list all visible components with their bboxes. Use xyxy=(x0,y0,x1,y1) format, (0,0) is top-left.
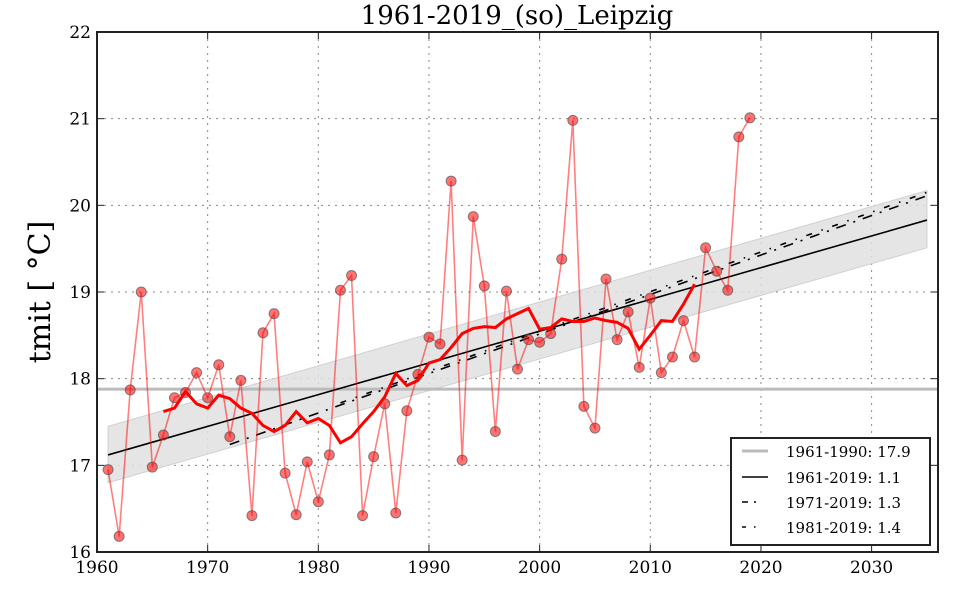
x-tick-label: 1990 xyxy=(407,558,450,578)
x-tick-label: 1970 xyxy=(186,558,229,578)
x-tick-label: 2030 xyxy=(850,558,893,578)
data-point xyxy=(257,327,269,339)
legend: 1961-1990: 17.9 1961-2019: 1.1 1971-2019… xyxy=(730,437,931,546)
data-point xyxy=(534,336,546,348)
y-tick-label: 22 xyxy=(69,23,91,43)
data-point xyxy=(202,392,214,404)
data-point xyxy=(633,361,645,373)
y-tick-label: 18 xyxy=(69,370,91,390)
data-point xyxy=(700,242,712,254)
data-point xyxy=(666,351,678,363)
data-point xyxy=(390,507,402,519)
data-point xyxy=(689,351,701,363)
data-point xyxy=(489,426,501,438)
x-tick-label: 2020 xyxy=(739,558,782,578)
data-point xyxy=(124,384,136,396)
x-ticks: 1960 1970 1980 1990 2000 2010 2020 2030 xyxy=(75,32,893,578)
y-tick-label: 20 xyxy=(69,196,91,216)
confidence-band-area xyxy=(107,189,928,484)
data-point xyxy=(135,286,147,298)
data-point xyxy=(478,280,490,292)
data-point xyxy=(622,306,634,318)
chart-title: 1961-2019_(so)_Leipzig xyxy=(361,1,674,31)
data-point xyxy=(556,253,568,265)
y-tick-label: 19 xyxy=(69,283,91,303)
data-point xyxy=(357,510,369,522)
data-point xyxy=(213,359,225,371)
running-mean-series xyxy=(162,283,696,445)
y-axis-label: tmit [ °C] xyxy=(23,221,58,364)
legend-label-dashed: 1971-2019: 1.3 xyxy=(786,494,901,512)
data-point xyxy=(323,449,335,461)
data-point xyxy=(500,285,512,297)
data-point xyxy=(246,510,258,522)
data-point xyxy=(523,334,535,346)
data-point xyxy=(401,405,413,417)
data-point xyxy=(711,265,723,277)
y-tick-label: 21 xyxy=(69,110,91,130)
data-point xyxy=(268,308,280,320)
x-tick-label: 2000 xyxy=(518,558,561,578)
data-point xyxy=(744,112,756,124)
data-point xyxy=(113,530,125,542)
data-point xyxy=(290,509,302,521)
data-point xyxy=(334,284,346,296)
data-point xyxy=(157,429,169,441)
y-tick-label: 17 xyxy=(69,456,91,476)
y-ticks: 16 17 18 19 20 21 22 xyxy=(69,23,938,563)
legend-box xyxy=(730,437,931,546)
annual-series xyxy=(102,112,756,542)
legend-label-baseline: 1961-1990: 17.9 xyxy=(786,443,911,461)
data-point xyxy=(445,175,457,187)
running-mean-line xyxy=(162,283,696,445)
data-point xyxy=(677,315,689,327)
data-point xyxy=(545,328,557,340)
data-point xyxy=(722,284,734,296)
data-point xyxy=(600,273,612,285)
data-point xyxy=(423,331,435,343)
data-point xyxy=(512,363,523,375)
legend-label-solid: 1961-2019: 1.1 xyxy=(786,469,901,487)
data-point xyxy=(312,496,324,508)
y-tick-label: 16 xyxy=(69,543,91,563)
data-point xyxy=(346,270,358,282)
data-point xyxy=(279,467,291,479)
data-point xyxy=(301,456,313,468)
data-point xyxy=(191,367,203,379)
data-point xyxy=(168,392,180,404)
data-point xyxy=(467,211,479,223)
data-point xyxy=(235,374,247,386)
x-tick-label: 2010 xyxy=(629,558,672,578)
data-point xyxy=(368,451,380,463)
data-point xyxy=(733,131,745,143)
data-point xyxy=(146,461,158,473)
data-point xyxy=(567,114,579,126)
data-point xyxy=(578,400,590,412)
data-point xyxy=(224,431,236,443)
data-point xyxy=(102,464,114,476)
legend-label-dashdot: 1981-2019: 1.4 xyxy=(786,519,901,537)
data-point xyxy=(644,292,656,304)
x-tick-label: 1960 xyxy=(75,558,118,578)
data-point xyxy=(611,334,623,346)
data-point xyxy=(589,422,601,434)
confidence-band xyxy=(107,189,928,484)
x-tick-label: 1980 xyxy=(297,558,340,578)
data-point xyxy=(434,338,446,350)
data-point xyxy=(456,454,468,466)
data-point xyxy=(655,367,667,379)
